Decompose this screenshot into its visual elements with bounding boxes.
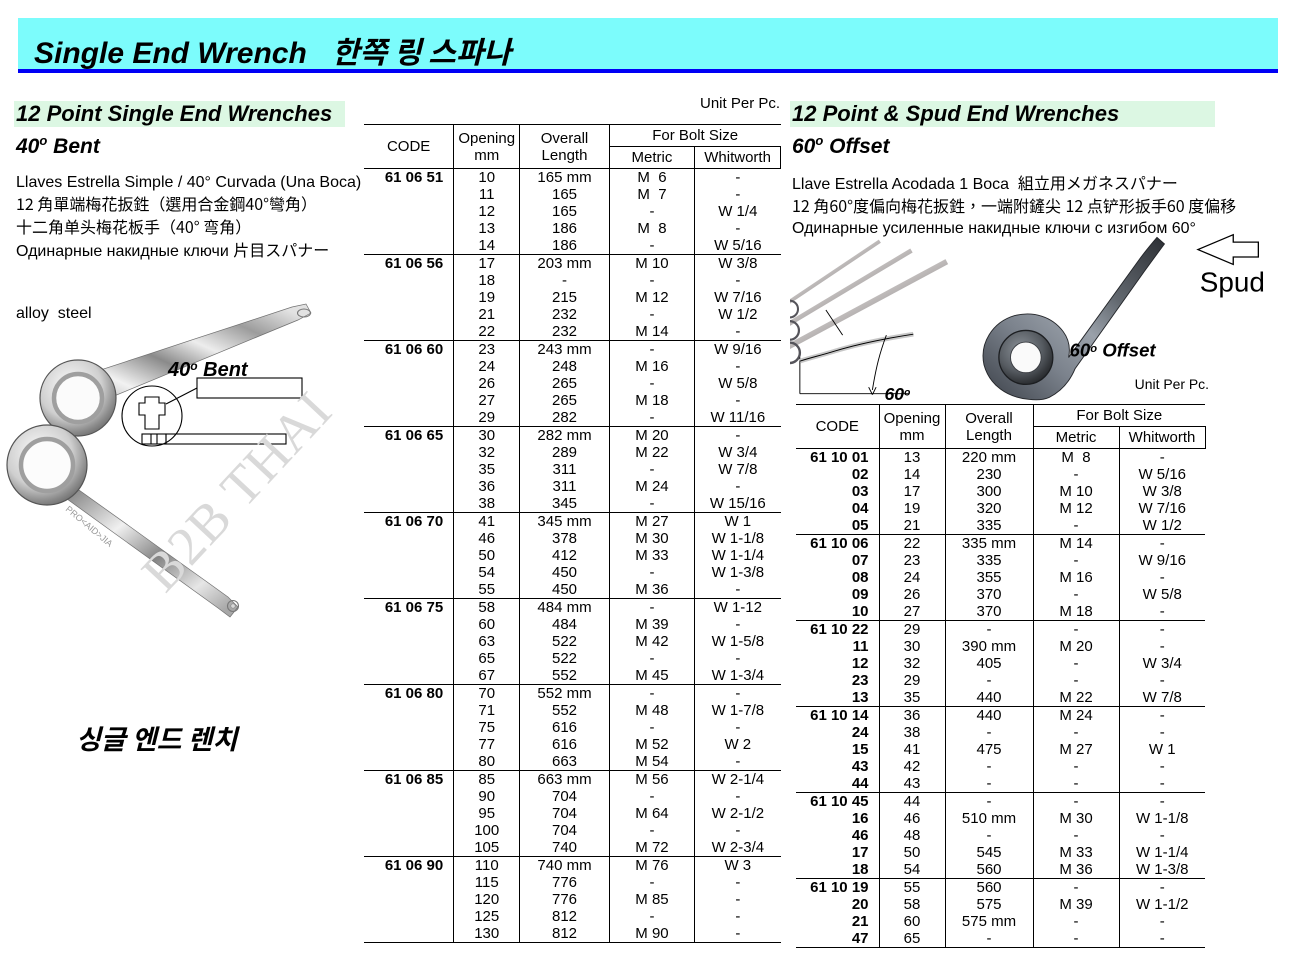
svg-text:60o Offset: 60o Offset	[1070, 340, 1157, 361]
svg-text:60o: 60o	[884, 384, 910, 404]
svg-text:Unit Per Pc.: Unit Per Pc.	[1135, 376, 1209, 392]
svg-text:40o Bent: 40o Bent	[167, 359, 249, 381]
svg-text:Spud: Spud	[1200, 266, 1265, 297]
